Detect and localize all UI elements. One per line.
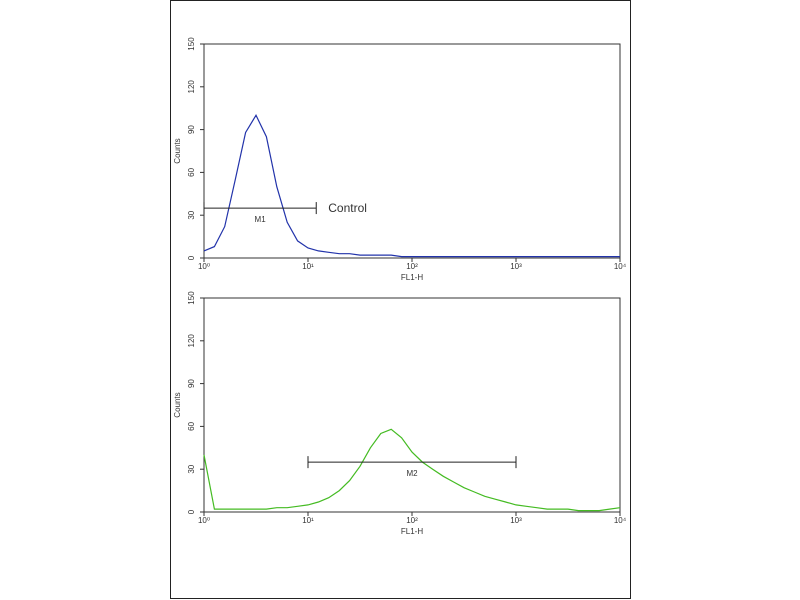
y-axis-label: Counts [173,392,182,417]
annotation: Control [328,201,367,215]
x-tick-label: 10² [406,262,418,271]
histogram-line [203,114,620,258]
y-tick-label: 30 [187,464,196,473]
y-tick-label: 60 [187,421,196,430]
x-tick-label: 10⁰ [198,262,210,271]
frame [170,0,631,599]
x-tick-label: 10⁴ [614,516,627,525]
x-tick-label: 10⁴ [614,262,627,271]
x-axis-label: FL1-H [401,527,423,536]
y-tick-label: 120 [187,334,196,348]
x-tick-label: 10¹ [302,262,314,271]
y-axis-label: Counts [173,138,182,163]
x-tick-label: 10⁰ [198,516,210,525]
x-tick-label: 10² [406,516,418,525]
y-tick-label: 150 [187,37,196,51]
plot-frame [203,297,621,513]
histogram-line [203,428,621,512]
x-axis-label: FL1-H [401,273,423,282]
gate-label: M1 [255,215,267,224]
y-tick-label: 60 [187,167,196,176]
x-tick-label: 10¹ [302,516,314,525]
x-tick-label: 10³ [510,516,522,525]
y-tick-label: 0 [187,255,196,260]
plot-frame [203,43,621,259]
y-tick-label: 150 [187,291,196,305]
gate-label: M2 [406,469,418,478]
y-tick-label: 0 [187,509,196,514]
y-tick-label: 90 [187,379,196,388]
y-tick-label: 90 [187,125,196,134]
y-tick-label: 30 [187,210,196,219]
y-tick-label: 120 [187,80,196,94]
x-tick-label: 10³ [510,262,522,271]
